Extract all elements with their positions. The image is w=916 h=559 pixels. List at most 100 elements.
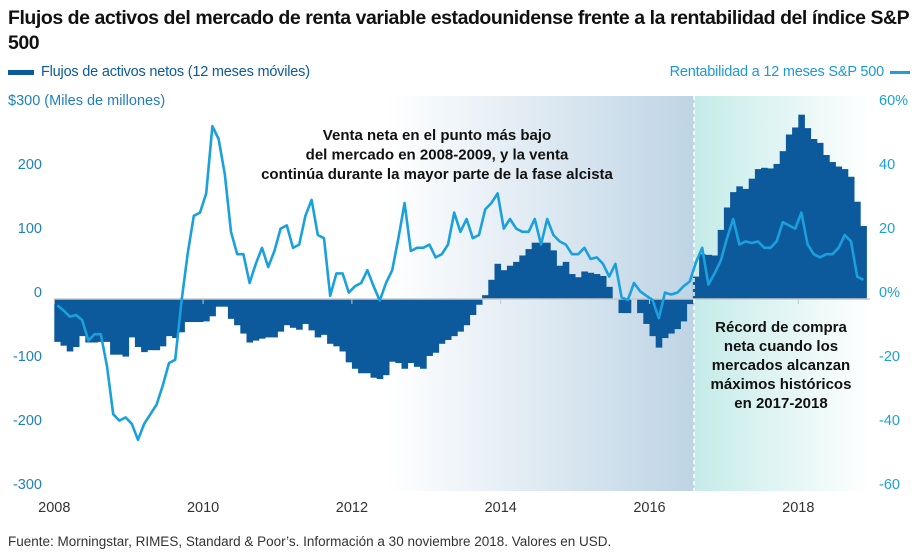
- flow-bar: [190, 299, 198, 323]
- flow-bar: [854, 201, 861, 299]
- x-tick-label: 2016: [633, 500, 665, 516]
- flow-bar: [661, 299, 669, 339]
- flow-bar: [215, 299, 223, 307]
- flow-bar: [246, 299, 254, 343]
- flow-bar: [581, 271, 588, 299]
- flow-bar: [544, 242, 551, 299]
- x-tick-label: 2010: [187, 500, 219, 516]
- flow-bar: [525, 249, 533, 299]
- flow-bar: [289, 299, 297, 328]
- flow-bar: [314, 299, 322, 338]
- flow-bar: [488, 279, 495, 299]
- flow-bar: [785, 134, 793, 299]
- flow-bar: [277, 299, 285, 332]
- y-right-tick-label: 60%: [879, 93, 908, 109]
- flow-bar: [227, 299, 235, 319]
- flow-bar: [413, 299, 421, 367]
- flow-bar: [835, 166, 843, 299]
- flow-bar: [730, 192, 737, 299]
- flow-bar: [178, 299, 185, 333]
- flow-bar: [209, 299, 216, 317]
- flow-bar: [637, 299, 644, 314]
- chart-title: Flujos de activos del mercado de renta v…: [8, 7, 909, 54]
- flow-bar: [426, 299, 433, 356]
- x-tick-label: 2018: [782, 500, 814, 516]
- flow-bar: [655, 299, 663, 348]
- flow-bar: [649, 299, 657, 337]
- source-footnote: Fuente: Morningstar, RIMES, Standard & P…: [8, 534, 612, 549]
- flow-bar: [401, 299, 409, 369]
- flow-bar: [240, 299, 247, 334]
- flow-bar: [60, 299, 68, 346]
- flow-bar: [91, 299, 99, 343]
- y-right-tick-label: 20: [879, 221, 895, 237]
- flow-bar: [165, 299, 173, 337]
- flow-bar: [773, 163, 781, 299]
- flow-bar: [457, 299, 464, 332]
- flow-bar: [761, 167, 768, 299]
- flow-bar: [587, 272, 595, 299]
- flow-bar: [748, 178, 756, 299]
- legend-sp500-label: Rentabilidad a 12 meses S&P 500: [669, 64, 885, 80]
- flow-bar: [606, 286, 613, 299]
- y-right-tick-label: -40: [879, 413, 900, 429]
- flow-bar: [500, 270, 508, 299]
- legend-flows-label: Flujos de activos netos (12 meses móvile…: [41, 64, 310, 80]
- flow-bar: [767, 168, 774, 299]
- flow-bar: [562, 261, 570, 299]
- annotation-line: máximos históricos: [711, 376, 852, 393]
- flow-bar: [463, 299, 471, 326]
- flow-bar: [54, 299, 61, 342]
- annotation-line: Récord de compra: [715, 319, 847, 336]
- annotation-line: neta cuando los: [724, 338, 838, 355]
- flow-bar: [382, 299, 390, 376]
- legend-bar-swatch: [8, 69, 34, 75]
- flow-bar: [327, 299, 334, 344]
- y-left-tick-label: -300: [13, 477, 42, 493]
- flow-bar: [537, 242, 545, 299]
- flow-bar: [296, 299, 303, 330]
- flow-bar: [692, 276, 700, 299]
- flow-bar: [860, 226, 867, 299]
- flow-bar: [668, 299, 675, 334]
- annotation-line: del mercado en 2008-2009, y la venta: [306, 147, 569, 164]
- flow-bar: [432, 299, 440, 353]
- flow-bar: [308, 299, 316, 331]
- x-tick-label: 2014: [485, 500, 517, 516]
- flow-bar: [252, 299, 260, 341]
- flow-bar: [816, 142, 824, 299]
- flow-bar: [320, 299, 328, 335]
- y-left-tick-label: 0: [34, 285, 42, 301]
- y-left-tick-label: -100: [13, 349, 42, 365]
- flow-bar: [444, 299, 452, 340]
- flow-bar: [358, 299, 365, 374]
- flow-bar: [85, 299, 92, 343]
- flow-bar: [345, 299, 353, 363]
- flow-bar: [804, 128, 812, 299]
- flow-bar: [556, 265, 564, 299]
- flow-bar: [97, 299, 105, 342]
- flow-bar: [116, 299, 123, 355]
- x-tick-label: 2008: [38, 500, 70, 516]
- flow-bar: [283, 299, 291, 326]
- flow-bar: [475, 299, 483, 305]
- flow-bar: [110, 299, 117, 355]
- annotation-line: mercados alcanzan: [712, 357, 850, 374]
- flow-bar: [506, 265, 514, 299]
- flow-bar: [153, 299, 161, 351]
- flow-bar: [141, 299, 148, 353]
- flow-bar: [66, 299, 74, 352]
- flow-bar: [196, 299, 204, 323]
- flow-bar: [159, 299, 167, 347]
- flow-bar: [407, 299, 415, 363]
- flow-bar: [469, 299, 477, 315]
- flow-bar: [184, 299, 192, 323]
- flow-bar: [742, 188, 750, 299]
- flow-bar: [575, 277, 582, 299]
- flow-bar: [147, 299, 154, 351]
- flow-bar: [593, 274, 601, 299]
- legend-sp500: Rentabilidad a 12 meses S&P 500: [670, 64, 910, 80]
- flow-bar: [376, 299, 384, 379]
- flow-bar: [531, 242, 539, 299]
- x-tick-label: 2012: [336, 500, 368, 516]
